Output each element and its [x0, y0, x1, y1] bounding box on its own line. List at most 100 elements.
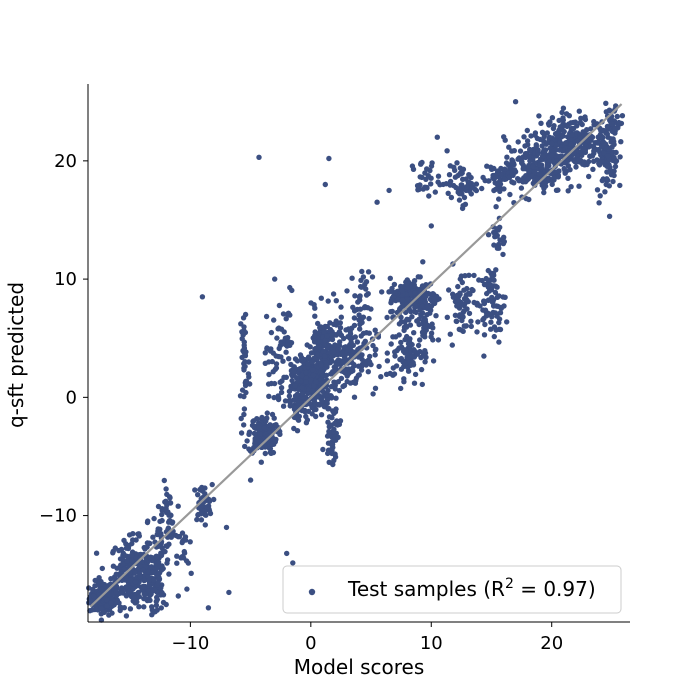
data-point: [424, 303, 431, 310]
data-point: [290, 560, 296, 566]
data-point: [332, 386, 338, 392]
data-point: [262, 360, 268, 366]
data-point: [310, 372, 317, 379]
data-point: [424, 185, 430, 191]
data-point: [332, 342, 338, 348]
data-point: [365, 369, 371, 375]
data-point: [454, 160, 460, 166]
data-point: [99, 565, 106, 572]
x-tick-label: 10: [420, 633, 443, 654]
data-point: [174, 560, 180, 566]
points-layer: [86, 99, 626, 623]
data-point: [116, 547, 122, 554]
data-point: [286, 388, 293, 395]
data-point: [343, 327, 349, 333]
data-point: [363, 286, 369, 292]
data-point: [155, 559, 162, 565]
data-point: [536, 113, 542, 119]
fit-line: [89, 103, 623, 608]
data-point: [328, 354, 335, 360]
data-point: [618, 139, 624, 145]
data-point: [390, 365, 396, 371]
data-point: [396, 321, 403, 327]
data-point: [238, 321, 244, 327]
data-point: [526, 168, 532, 174]
data-point: [356, 372, 362, 378]
data-point: [543, 141, 549, 147]
data-point: [324, 433, 331, 439]
data-point: [181, 548, 187, 555]
data-point: [328, 332, 335, 338]
data-point: [560, 133, 566, 139]
data-point: [545, 120, 552, 127]
data-point: [299, 385, 305, 391]
data-point: [359, 319, 365, 326]
data-point: [276, 353, 282, 360]
data-point: [487, 282, 494, 288]
data-point: [338, 304, 344, 310]
data-point: [113, 589, 119, 595]
data-point: [412, 290, 418, 296]
data-point: [392, 290, 398, 296]
legend: Test samples (R2 = 0.97): [282, 565, 622, 614]
data-point: [605, 134, 611, 140]
data-point: [539, 129, 546, 135]
data-point: [389, 308, 395, 315]
data-point: [466, 310, 473, 317]
data-point: [336, 342, 343, 348]
data-point: [535, 147, 541, 153]
data-point: [485, 232, 492, 238]
data-point: [280, 403, 287, 409]
data-point: [372, 385, 379, 391]
data-point: [423, 322, 429, 328]
data-point: [532, 132, 538, 138]
data-point: [303, 379, 309, 385]
data-point: [328, 393, 334, 399]
data-point: [391, 281, 398, 288]
data-point: [556, 117, 562, 124]
data-point: [390, 334, 396, 340]
data-point: [351, 363, 357, 369]
data-point: [295, 378, 301, 384]
data-point: [271, 380, 278, 387]
data-point: [320, 446, 326, 453]
data-point: [241, 406, 248, 412]
data-point: [166, 541, 172, 547]
data-point: [422, 299, 428, 305]
data-point: [517, 148, 524, 154]
data-point: [590, 166, 596, 172]
data-point: [468, 191, 474, 197]
data-point: [475, 319, 481, 325]
data-point: [428, 181, 434, 187]
data-point: [434, 293, 440, 300]
data-point: [223, 524, 230, 531]
data-point: [430, 358, 437, 364]
data-point: [459, 182, 465, 188]
data-point: [418, 313, 424, 319]
data-point: [613, 149, 619, 156]
data-point: [120, 561, 126, 567]
data-point: [246, 429, 253, 435]
data-point: [544, 164, 550, 171]
data-point: [596, 200, 602, 206]
data-point: [541, 133, 547, 140]
data-point: [333, 395, 339, 401]
data-point: [168, 534, 174, 540]
data-point: [414, 183, 421, 189]
data-point: [123, 584, 129, 590]
data-point: [464, 183, 470, 190]
data-point: [98, 617, 105, 623]
data-point: [151, 577, 157, 583]
data-point: [379, 289, 385, 295]
data-point: [522, 151, 529, 157]
data-point: [466, 272, 472, 278]
data-point: [457, 312, 463, 318]
data-point: [462, 273, 468, 279]
data-point: [278, 385, 285, 391]
data-point: [454, 303, 460, 309]
data-point: [411, 278, 418, 284]
data-point: [601, 140, 607, 146]
data-point: [422, 348, 428, 354]
data-point: [130, 537, 136, 543]
